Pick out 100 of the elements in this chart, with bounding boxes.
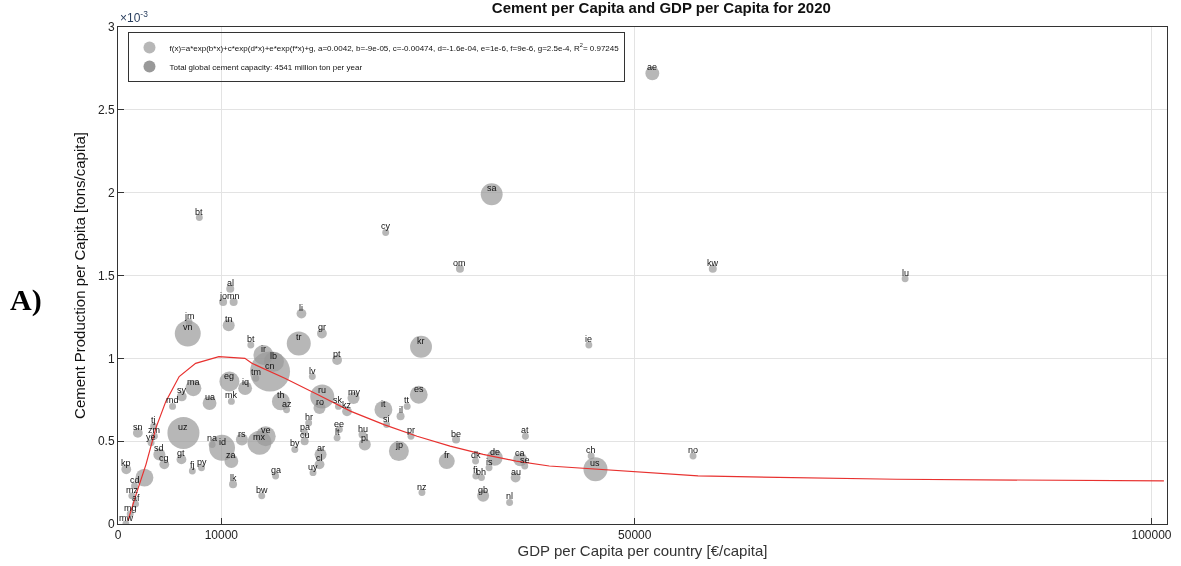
annotation: kr [417, 336, 425, 346]
annotation: au [511, 467, 522, 477]
y-tick-label: 1.5 [97, 268, 115, 283]
annotation: il [399, 405, 403, 415]
annotation: my [348, 387, 361, 397]
annotation: ee [334, 419, 345, 429]
annotation: rs [238, 429, 246, 439]
annotation: pa [300, 422, 311, 432]
annotation: tj [151, 415, 156, 425]
annotation: lv [309, 366, 316, 376]
annotation: kw [707, 258, 719, 268]
annotation: pl [361, 433, 369, 443]
text: ×10$^{-3}$ [120, 9, 149, 26]
annotation: mx [253, 432, 266, 442]
annotation: lk [230, 473, 237, 483]
annotation: hu [358, 424, 369, 434]
annotation: ar [317, 443, 326, 453]
annotation: cg [159, 453, 169, 463]
annotation: ua [205, 392, 216, 402]
annotation: gr [318, 322, 327, 332]
annotation: iq [242, 377, 250, 387]
annotation: li [299, 303, 303, 313]
x-tick-label: 100000 [1131, 528, 1172, 543]
annotation: kp [121, 458, 131, 468]
annotation: is [486, 457, 493, 467]
annotation: al [227, 278, 235, 288]
annotation: th [277, 390, 285, 400]
x-axis-title: GDP per Capita per country [€/capita] [517, 542, 768, 560]
annotation: jo [219, 291, 228, 301]
annotation: at [521, 425, 530, 435]
annotation: sk [333, 395, 343, 405]
annotation: uy [308, 462, 319, 472]
annotation: py [197, 457, 208, 467]
annotation: by [290, 438, 301, 448]
y-tick-label: 2.5 [97, 103, 115, 118]
annotation: cn [265, 361, 275, 371]
annotation: lt [335, 427, 340, 437]
annotation: ca [515, 448, 525, 458]
annotation: ie [585, 334, 593, 344]
annotation: hr [305, 412, 314, 422]
y-tick-label: 3 [107, 20, 115, 35]
annotation: sn [133, 422, 143, 432]
annotation: mw [119, 513, 134, 523]
annotation: it [381, 399, 386, 409]
annotation: ma [187, 377, 200, 387]
text: A) [10, 283, 42, 317]
annotation: ro [316, 397, 325, 407]
annotation: jp [395, 440, 404, 450]
annotation: mk [225, 390, 238, 400]
annotation: fj [190, 460, 195, 470]
annotation: es [414, 384, 425, 394]
annotation: tt [404, 395, 410, 405]
chart-title: Cement per Capita and GDP per Capita for 2020 [491, 0, 831, 17]
annotation: ve [261, 425, 271, 435]
annotation: bt [195, 207, 204, 217]
annotation: bh [476, 467, 487, 477]
annotation: gb [478, 485, 489, 495]
annotation: mz [126, 485, 139, 495]
annotation: kz [342, 400, 352, 410]
annotation: fr [444, 450, 450, 460]
annotation: vn [183, 322, 193, 332]
y-tick-label: 1 [107, 351, 115, 366]
annotation: ru [318, 385, 327, 395]
annotation: bt [247, 334, 256, 344]
annotation: bw [256, 485, 269, 495]
y-tick-label: 0 [107, 517, 115, 532]
x-tick-label: 10000 [204, 528, 239, 543]
annotation: cd [130, 475, 140, 485]
annotation: tr [296, 332, 302, 342]
annotation: tm [251, 367, 261, 377]
y-axis-title: Cement Production per Capita [tons/capita] [71, 132, 89, 419]
annotation: ae [647, 62, 658, 72]
annotation: az [282, 399, 293, 409]
annotation: sa [487, 183, 497, 193]
annotation: tn [225, 314, 233, 324]
annotation: md [166, 395, 179, 405]
annotation: be [451, 429, 462, 439]
legend-label: f(x)=a*exp(b*x)+c*exp(d*x)+e*exp(f*x)+g, a=0.0042, b=-9e-05, c=-0.00474, d=-1.6e-04, e=1e-6, f=9e-6, g=2.5e-4, R$^{2}$= 0.97245 [169, 42, 620, 53]
annotation: lu [902, 268, 910, 278]
annotation: sy [177, 385, 187, 395]
annotation: na [207, 433, 218, 443]
x-tick-label: 50000 [618, 528, 652, 543]
annotation: nz [417, 482, 428, 492]
annotation: ch [586, 445, 596, 455]
annotation: de [490, 447, 501, 457]
annotation: nl [506, 491, 514, 501]
y-tick-label: 0.5 [97, 434, 115, 449]
annotation: mn [227, 291, 240, 301]
annotation: no [688, 445, 699, 455]
annotation: dk [471, 450, 482, 460]
annotation: id [219, 437, 227, 447]
y-tick-label: 2 [107, 185, 115, 200]
annotation: za [226, 450, 236, 460]
legend-label: Total global cement capacity: 4541 million ton per year [169, 62, 363, 72]
annotation: si [383, 414, 390, 424]
annotation: cy [381, 221, 391, 231]
annotation: pr [407, 425, 416, 435]
annotation: ga [271, 465, 282, 475]
annotation: jm [184, 311, 195, 321]
annotation: ir [261, 344, 266, 354]
